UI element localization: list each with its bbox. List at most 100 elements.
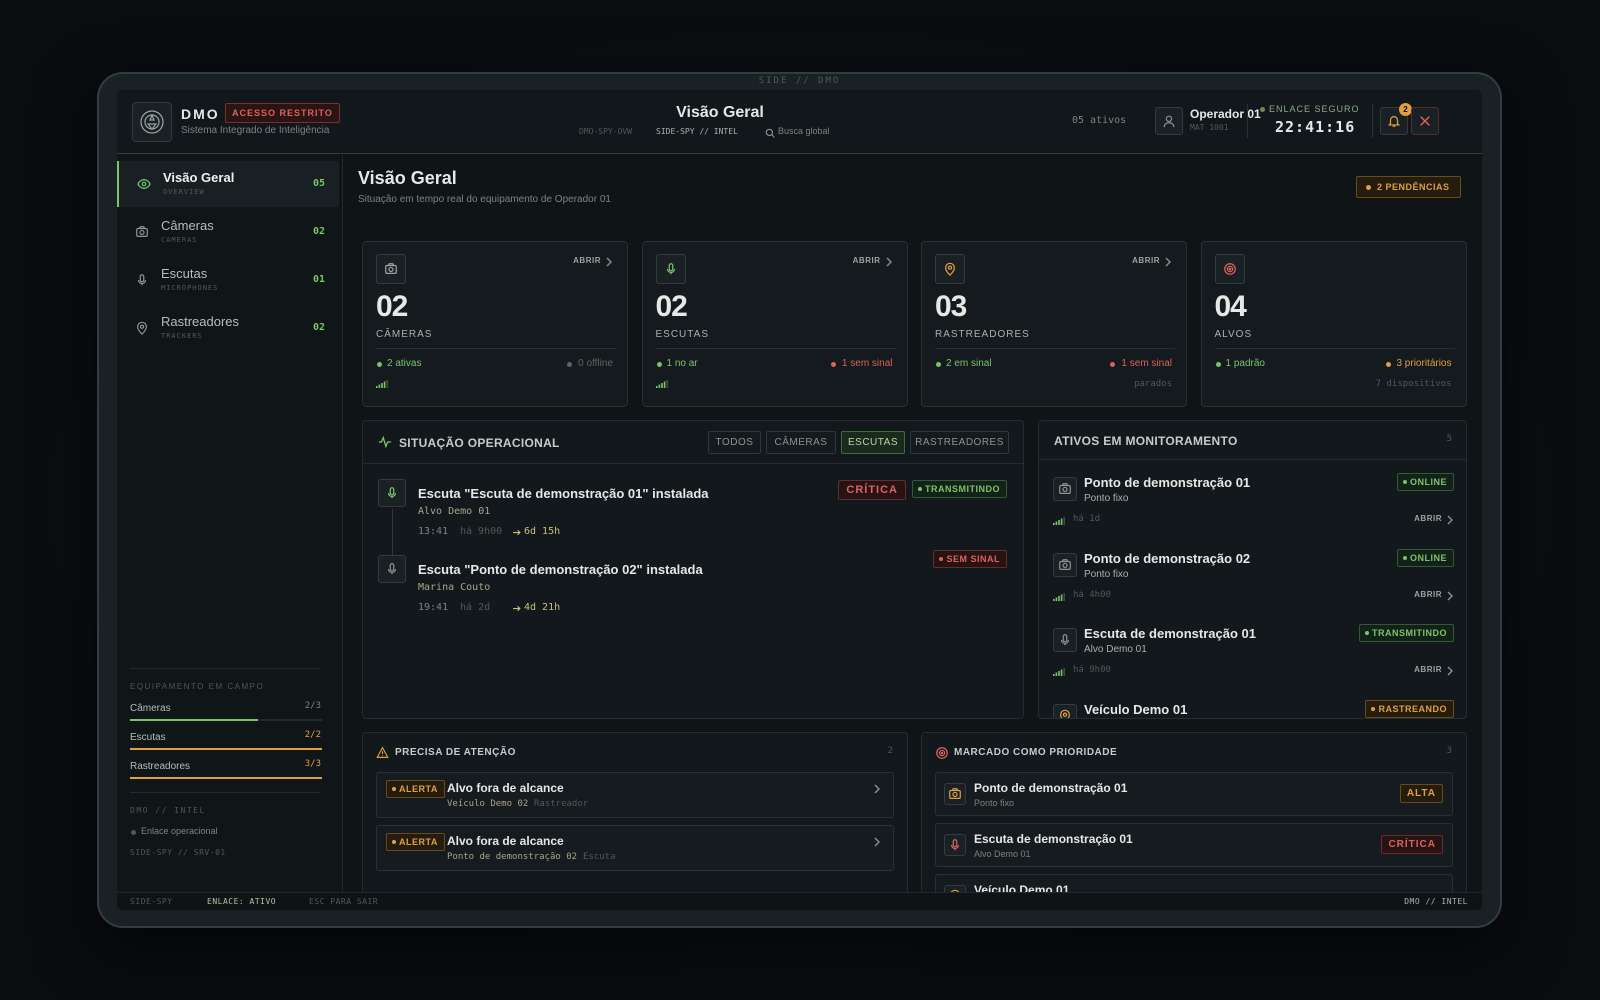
icon-part: [1053, 674, 1055, 676]
icon-part: [1060, 518, 1063, 525]
priority-item[interactable]: Ponto de demonstração 01 Ponto fixo ALTA: [935, 772, 1453, 816]
signal: [655, 380, 668, 388]
asset-name: Ponto de demonstração 02: [1084, 550, 1251, 566]
priority-item[interactable]: Escuta de demonstração 01 Alvo Demo 01 CRÍ…: [935, 823, 1453, 867]
footer-status: Enlace operacional: [141, 826, 218, 836]
icon: [1447, 515, 1453, 525]
dot: [1110, 362, 1115, 367]
status-tag: ONLINE: [1396, 473, 1454, 491]
close-button[interactable]: [1411, 107, 1439, 135]
asset-item[interactable]: Escuta de demonstração 01 Alvo Demo 01 TRA…: [1039, 618, 1466, 692]
open-button[interactable]: ABRIR: [573, 256, 601, 265]
status-tag: TRANSMITINDO: [1359, 624, 1454, 642]
dot: [567, 362, 572, 367]
priority-panel: MARCADO COMO PRIORIDADE 3 Ponto de demonst…: [921, 732, 1467, 892]
nav-item[interactable]: Rastreadores TRACKERS 02: [117, 305, 339, 351]
open-button[interactable]: ABRIR: [1132, 256, 1160, 265]
asset-ago: há 9h00: [1073, 665, 1111, 675]
icon-part: [655, 386, 658, 388]
nav-count: 02: [312, 322, 325, 333]
open-button[interactable]: ABRIR: [1414, 589, 1442, 599]
icon-part: [1059, 560, 1071, 570]
icon-part: [1058, 671, 1060, 676]
chevron: [873, 837, 881, 847]
icon: [378, 435, 392, 449]
nav-item[interactable]: Escutas MICROPHONES 01: [117, 257, 339, 303]
alert-item[interactable]: ALERTA Alvo fora de alcance Ponto de demon…: [376, 825, 894, 871]
stat-count: 02: [376, 290, 408, 323]
brand-subtitle: Sistema Integrado de Inteligência: [181, 125, 330, 136]
icon-part: [140, 110, 164, 134]
icon-part: [141, 181, 147, 187]
event-time: 19:41: [418, 602, 449, 613]
alert-title: Alvo fora de alcance: [447, 781, 564, 795]
filter-tab[interactable]: CÂMERAS: [766, 431, 836, 454]
search: Busca global: [778, 126, 830, 136]
icon: [765, 128, 775, 138]
status-item: ENLACE: ATIVO: [207, 897, 277, 906]
event-time: 13:41: [418, 526, 449, 537]
pending-badge[interactable]: 2 PENDÊNCIAS: [1356, 176, 1461, 198]
stat-label: CÂMERAS: [376, 329, 433, 340]
dot: [377, 362, 382, 367]
asset-icon: [1053, 477, 1077, 501]
icon: [1420, 116, 1430, 126]
icon: [376, 746, 389, 758]
operator-name: Operador 01: [1190, 107, 1261, 121]
icon-part: [1062, 562, 1068, 568]
event-ago: há 2d: [460, 602, 491, 613]
divider: [130, 792, 320, 793]
icon-part: [1060, 669, 1063, 676]
icon-part: [376, 386, 378, 388]
stat-left: 1 no ar: [666, 358, 698, 369]
dot: [1402, 480, 1407, 484]
priority-sub: Alvo Demo 01: [974, 849, 1031, 859]
stat-card: ABRIR 02 ESCUTAS 1 no ar 1 sem sinal: [641, 241, 908, 407]
panel-count: 2: [887, 746, 893, 756]
status-tag: SEM SINAL: [933, 550, 1007, 568]
search-icon: [765, 128, 775, 138]
footer-server: SIDE-SPY // SRV-01: [130, 848, 226, 857]
priority-item[interactable]: Veículo Demo 01: [935, 874, 1453, 892]
icon-part: [1062, 486, 1068, 493]
notifications[interactable]: [1380, 107, 1408, 135]
section-title: EQUIPAMENTO EM CAMPO: [130, 682, 265, 691]
alert-item[interactable]: ALERTA Alvo fora de alcance Veículo Demo 0…: [376, 772, 894, 818]
stat-note: 7 dispositivos: [1375, 379, 1452, 389]
icon: [387, 563, 397, 575]
open-button[interactable]: ABRIR: [852, 256, 881, 265]
icon-part: [136, 227, 148, 237]
stat-count: 03: [935, 290, 967, 323]
icon-part: [1058, 595, 1060, 601]
dot: [392, 787, 396, 791]
filter-tab[interactable]: ESCUTAS: [841, 431, 905, 454]
panel-count: 5: [1446, 434, 1452, 444]
filter-tab[interactable]: TODOS: [708, 431, 761, 454]
stat-count: 02: [655, 290, 688, 323]
icon-part: [139, 324, 145, 329]
asset-item[interactable]: Ponto de demonstração 02 Ponto fixo ONLINE…: [1039, 543, 1466, 617]
icon-part: [376, 746, 389, 758]
open-button[interactable]: ABRIR: [1414, 514, 1442, 523]
brand: DMO: [181, 106, 220, 122]
stat-right: 1 sem sinal: [1121, 358, 1172, 369]
icon: [1387, 116, 1401, 127]
icon: [1060, 634, 1070, 646]
filter-tab[interactable]: RASTREADORES: [910, 431, 1009, 454]
nav-item[interactable]: Câmeras CAMERAS 02: [117, 209, 339, 255]
icon-part: [1223, 263, 1236, 275]
nav-item[interactable]: Visão Geral OVERVIEW 05: [117, 161, 339, 207]
open-button[interactable]: ABRIR: [1414, 665, 1442, 674]
equipment-bar: [130, 719, 258, 721]
icon-part: [1055, 672, 1058, 676]
icon-part: [388, 266, 394, 273]
icon: [874, 784, 880, 794]
icon-part: [949, 789, 961, 799]
alert-ref: Veículo Demo 02: [447, 799, 529, 809]
asset-sub: Ponto fixo: [1084, 568, 1129, 580]
asset-item[interactable]: Veículo Demo 01 RASTREANDO: [1039, 694, 1466, 718]
icon: [513, 605, 521, 612]
asset-item[interactable]: Ponto de demonstração 01 Ponto fixo ONLINE…: [1039, 467, 1466, 541]
alert-tag: ALERTA: [386, 780, 445, 798]
icon-part: [389, 563, 395, 572]
